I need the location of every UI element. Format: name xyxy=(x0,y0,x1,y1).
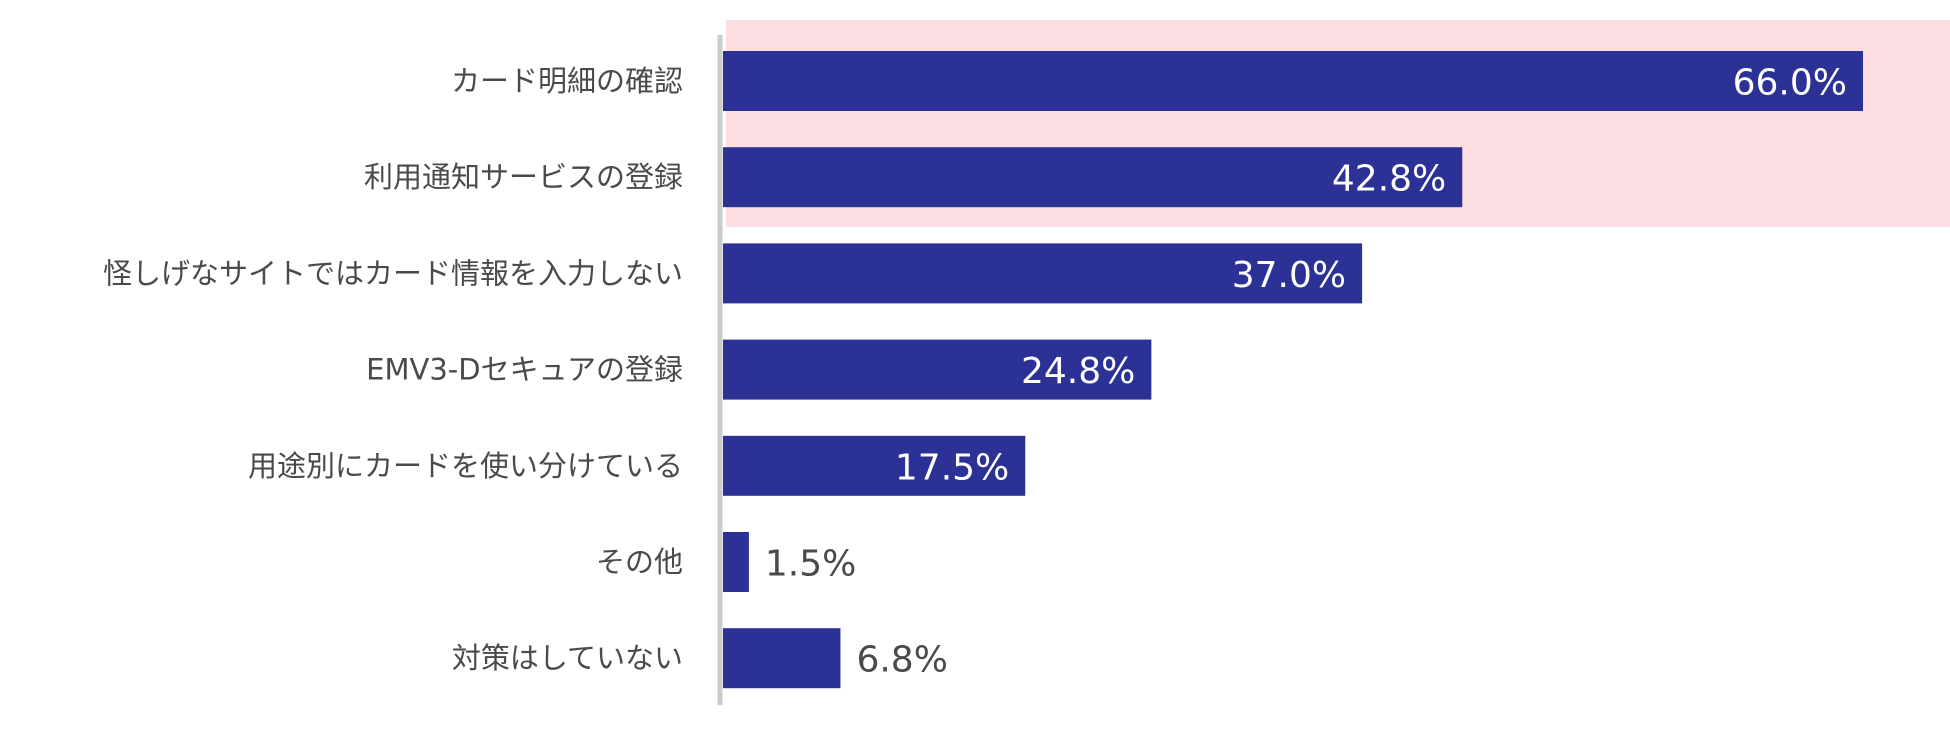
value-label: 37.0% xyxy=(1232,255,1346,296)
bar-6 xyxy=(723,628,841,689)
bars-layer xyxy=(723,51,1863,689)
bar-5 xyxy=(723,532,749,592)
bar-2 xyxy=(723,243,1363,304)
value-label: 17.5% xyxy=(895,447,1009,488)
category-label: 用途別にカードを使い分けている xyxy=(248,449,683,483)
category-label: 怪しげなサイトではカード情報を入力しない xyxy=(103,256,683,290)
bar-1 xyxy=(723,147,1463,208)
category-label: 利用通知サービスの登録 xyxy=(364,160,683,194)
value-label: 1.5% xyxy=(765,544,856,585)
category-label: カード明細の確認 xyxy=(451,64,683,98)
bar-4 xyxy=(723,435,1026,496)
category-label: 対策はしていない xyxy=(452,641,683,675)
value-label: 42.8% xyxy=(1332,159,1446,200)
category-label: EMV3-Dセキュアの登録 xyxy=(366,353,683,387)
value-label: 66.0% xyxy=(1733,63,1847,104)
bar-0 xyxy=(723,51,1863,111)
category-label: その他 xyxy=(596,545,683,579)
value-label: 24.8% xyxy=(1021,351,1135,392)
value-label: 6.8% xyxy=(856,640,947,681)
bar-3 xyxy=(723,339,1152,400)
labels-layer: カード明細の確認 66.0% 利用通知サービスの登録 42.8% 怪しげなサイトではカー… xyxy=(103,63,1847,681)
